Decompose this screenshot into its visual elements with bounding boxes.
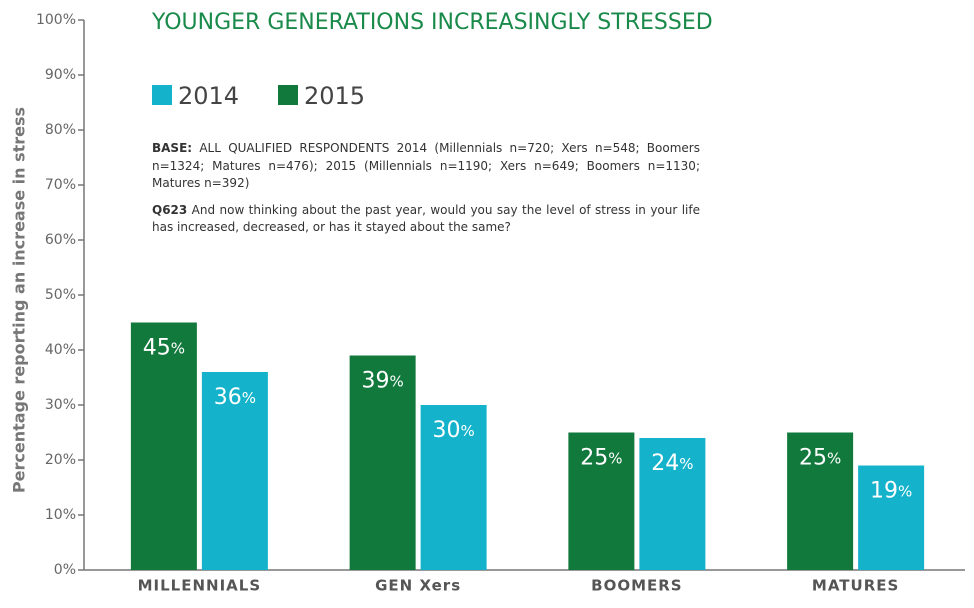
value-label: 25%: [799, 446, 841, 471]
note-label: Q623: [152, 202, 188, 217]
note-text: And now thinking about the past year, wo…: [152, 202, 700, 235]
y-tick-label: 70%: [45, 177, 76, 193]
y-tick-label: 80%: [45, 122, 76, 138]
x-tick-label: MILLENNIALS: [138, 577, 262, 595]
legend-label: 2015: [304, 82, 365, 110]
note: BASE: ALL QUALIFIED RESPONDENTS 2014 (Mi…: [152, 140, 700, 193]
bar: [639, 438, 706, 570]
value-label: 25%: [580, 446, 622, 471]
y-axis-label: Percentage reporting an increase in stre…: [10, 107, 29, 493]
bar: [349, 355, 416, 570]
y-tick-label: 10%: [45, 507, 76, 523]
value-label: 30%: [432, 418, 474, 443]
x-tick-label: GEN Xers: [375, 577, 461, 595]
y-tick-label: 50%: [45, 287, 76, 303]
note-text: ALL QUALIFIED RESPONDENTS 2014 (Millenni…: [152, 141, 700, 190]
y-tick-label: 100%: [36, 12, 76, 28]
y-tick-label: 0%: [54, 562, 76, 578]
y-tick-label: 40%: [45, 342, 76, 358]
value-label: 39%: [361, 369, 403, 394]
bar: [201, 372, 268, 570]
y-tick-label: 30%: [45, 397, 76, 413]
bar: [420, 405, 487, 570]
legend-label: 2014: [178, 82, 239, 110]
y-tick-label: 20%: [45, 452, 76, 468]
bar: [858, 465, 925, 570]
bar: [130, 322, 197, 570]
note-label: BASE:: [152, 141, 193, 155]
note: Q623 And now thinking about the past yea…: [152, 202, 700, 237]
bar: [568, 432, 635, 570]
value-label: 19%: [870, 479, 912, 504]
x-tick-label: BOOMERS: [591, 577, 682, 595]
x-tick-label: MATURES: [812, 577, 899, 595]
notes: BASE: ALL QUALIFIED RESPONDENTS 2014 (Mi…: [152, 140, 700, 246]
legend-swatch: [152, 85, 172, 105]
value-label: 45%: [143, 336, 185, 361]
value-label: 24%: [651, 451, 693, 476]
y-tick-label: 90%: [45, 67, 76, 83]
bar: [787, 432, 854, 570]
chart-title: YOUNGER GENERATIONS INCREASINGLY STRESSE…: [151, 10, 713, 35]
value-label: 36%: [214, 385, 256, 410]
y-tick-label: 60%: [45, 232, 76, 248]
legend-swatch: [278, 85, 298, 105]
